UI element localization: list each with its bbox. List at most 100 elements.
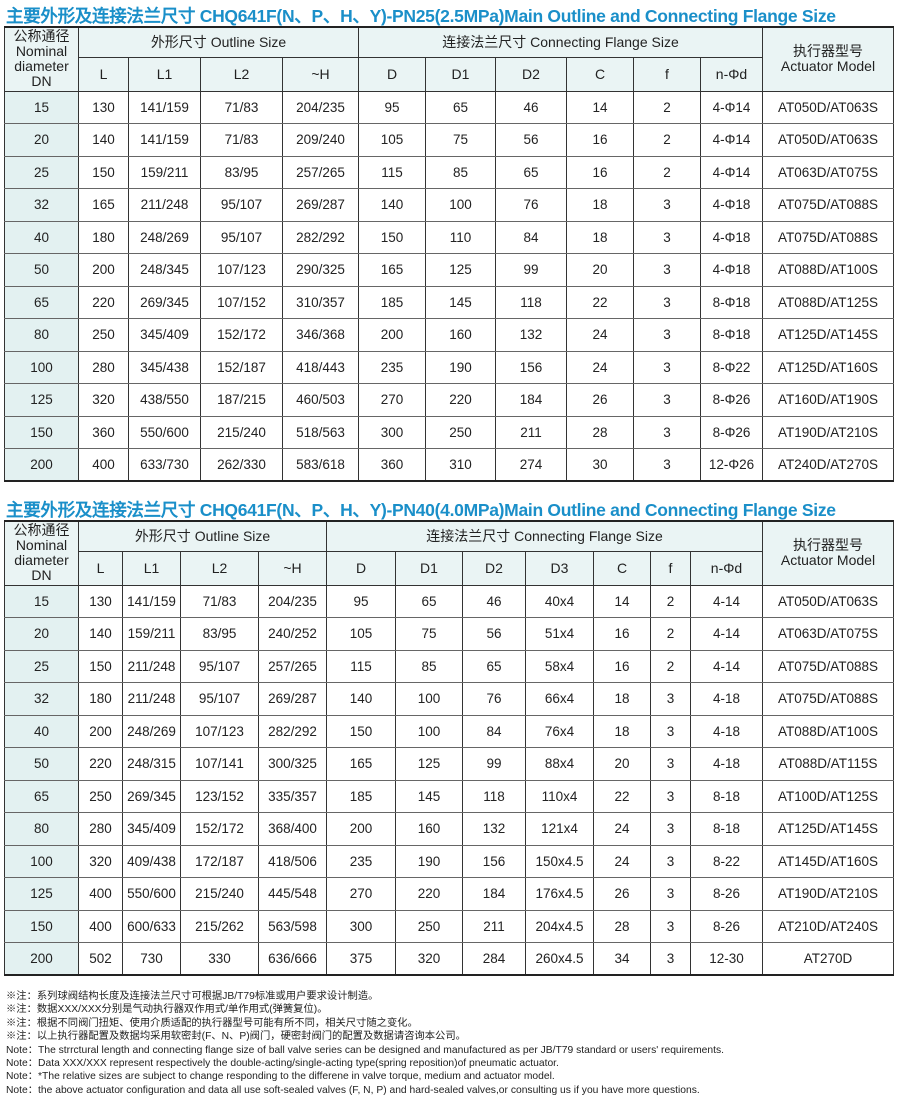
column-header: C — [566, 56, 634, 92]
actuator-header-line: Actuator Model — [780, 552, 876, 569]
value-cell: 270 — [326, 877, 396, 911]
value-cell: 95 — [358, 90, 426, 124]
value-cell: 152/172 — [200, 318, 283, 352]
value-cell: 84 — [495, 220, 567, 254]
value-cell: 250 — [395, 909, 463, 943]
column-header: D — [358, 56, 426, 92]
value-cell: 260x4.5 — [525, 942, 594, 976]
value-cell: 107/141 — [180, 747, 259, 781]
value-cell: 4-14 — [690, 649, 763, 683]
value-cell: 76 — [462, 682, 526, 716]
value-cell: 400 — [78, 448, 129, 482]
value-cell: 16 — [566, 123, 634, 157]
actuator-model-cell: AT125D/AT160S — [762, 350, 894, 384]
value-cell: 280 — [78, 350, 129, 384]
column-header: ~H — [258, 550, 327, 586]
dn-header-line: DN — [31, 567, 52, 584]
value-cell: 346/368 — [282, 318, 359, 352]
value-cell: 4-Φ18 — [700, 220, 763, 254]
column-header: L1 — [128, 56, 201, 92]
dn-header: 公称通径 Nominal diameter DN — [4, 520, 79, 586]
value-cell: 3 — [650, 714, 691, 748]
table-row: 80 280 345/409 152/172 368/400 200 160 132 121x4… — [4, 812, 894, 846]
value-cell: 34 — [593, 942, 651, 976]
table-row: 65 220 269/345 107/152 310/357 185 145 118 22 3 8-… — [4, 285, 894, 319]
dn-cell: 32 — [4, 682, 79, 716]
value-cell: 4-18 — [690, 682, 763, 716]
value-cell: 300/325 — [258, 747, 327, 781]
value-cell: 76x4 — [525, 714, 594, 748]
value-cell: 187/215 — [200, 383, 283, 417]
actuator-model-cell: AT088D/AT125S — [762, 285, 894, 319]
column-header: D1 — [395, 550, 463, 586]
value-cell: 248/345 — [128, 253, 201, 287]
pn40-dimension-table: 公称通径 Nominal diameter DN 外形尺寸 Outline Size 连接… — [4, 520, 894, 976]
value-cell: 215/240 — [180, 877, 259, 911]
value-cell: 58x4 — [525, 649, 594, 683]
actuator-model-cell: AT240D/AT270S — [762, 448, 894, 482]
header-row: 公称通径 Nominal diameter DN 外形尺寸 Outline Size 连接… — [4, 520, 894, 586]
column-header: ~H — [282, 56, 359, 92]
value-cell: 107/123 — [180, 714, 259, 748]
actuator-model-cell: AT088D/AT115S — [762, 747, 894, 781]
value-cell: 125 — [395, 747, 463, 781]
value-cell: 550/600 — [122, 877, 181, 911]
value-cell: 40x4 — [525, 584, 594, 618]
value-cell: 99 — [495, 253, 567, 287]
value-cell: 280 — [78, 812, 123, 846]
value-cell: 250 — [78, 779, 123, 813]
connecting-flange-header: 连接法兰尺寸 Connecting Flange Size — [326, 520, 763, 552]
value-cell: 211/248 — [122, 649, 181, 683]
actuator-model-cell: AT088D/AT100S — [762, 253, 894, 287]
value-cell: 95/107 — [180, 649, 259, 683]
value-cell: 3 — [633, 448, 701, 482]
value-cell: 88x4 — [525, 747, 594, 781]
value-cell: 257/265 — [258, 649, 327, 683]
value-cell: 156 — [495, 350, 567, 384]
value-cell: 269/287 — [282, 188, 359, 222]
dn-cell: 200 — [4, 448, 79, 482]
note: Note：The strrctural length and connectin… — [6, 1044, 724, 1056]
value-cell: 16 — [566, 155, 634, 189]
table-2-title: 主要外形及连接法兰尺寸 CHQ641F(N、P、H、Y)-PN40(4.0MPa… — [6, 500, 836, 520]
value-cell: 56 — [495, 123, 567, 157]
value-cell: 110 — [425, 220, 496, 254]
column-header: L — [78, 550, 123, 586]
value-cell: 4-18 — [690, 747, 763, 781]
dn-cell: 150 — [4, 909, 79, 943]
value-cell: 184 — [462, 877, 526, 911]
value-cell: 130 — [78, 584, 123, 618]
value-cell: 282/292 — [282, 220, 359, 254]
table-row: 32 180 211/248 95/107 269/287 140 100 76 66x4 18 3… — [4, 682, 894, 716]
value-cell: 8-22 — [690, 844, 763, 878]
value-cell: 3 — [633, 415, 701, 449]
column-header: D2 — [495, 56, 567, 92]
value-cell: 20 — [593, 747, 651, 781]
dn-cell: 50 — [4, 253, 79, 287]
value-cell: 95/107 — [200, 220, 283, 254]
value-cell: 16 — [593, 649, 651, 683]
value-cell: 2 — [633, 90, 701, 124]
value-cell: 110x4 — [525, 779, 594, 813]
value-cell: 132 — [462, 812, 526, 846]
value-cell: 345/409 — [122, 812, 181, 846]
note: ※注：数据XXX/XXX分别是气动执行器双作用式/单作用式(弹簧复位)。 — [6, 1004, 328, 1016]
value-cell: 418/443 — [282, 350, 359, 384]
value-cell: 4-Φ14 — [700, 155, 763, 189]
value-cell: 310/357 — [282, 285, 359, 319]
table-row: 200 502 730 330 636/666 375 320 284 260x4.5 34 3 12… — [4, 942, 894, 976]
value-cell: 83/95 — [180, 617, 259, 651]
value-cell: 3 — [633, 350, 701, 384]
value-cell: 105 — [326, 617, 396, 651]
value-cell: 185 — [358, 285, 426, 319]
dn-cell: 80 — [4, 318, 79, 352]
column-header: f — [650, 550, 691, 586]
note: Note：the above actuator configuration an… — [6, 1084, 700, 1096]
actuator-model-cell: AT190D/AT210S — [762, 877, 894, 911]
value-cell: 172/187 — [180, 844, 259, 878]
dn-cell: 25 — [4, 649, 79, 683]
value-cell: 28 — [566, 415, 634, 449]
value-cell: 140 — [78, 617, 123, 651]
value-cell: 250 — [425, 415, 496, 449]
value-cell: 400 — [78, 909, 123, 943]
